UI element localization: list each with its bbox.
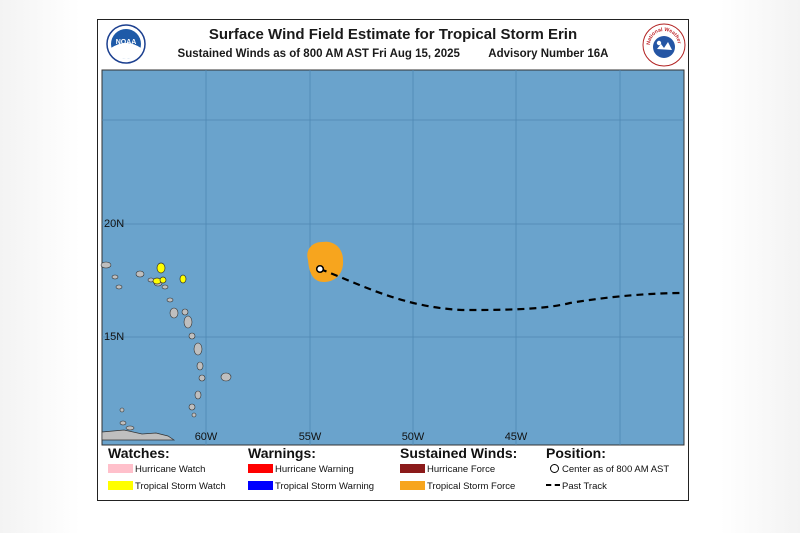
storm-center-marker: [315, 264, 325, 274]
hurricane-watch-swatch: [108, 464, 133, 473]
legend-tropical-storm-force: Tropical Storm Force: [400, 481, 515, 492]
island: [196, 361, 204, 371]
warnings-heading: Warnings:: [248, 445, 316, 461]
noaa-logo: NOAA: [106, 24, 146, 64]
tropical-storm-watch-area: [179, 274, 187, 284]
past-track-line: [319, 267, 685, 312]
tropical-storm-force-wind-field: [307, 241, 344, 282]
island: [188, 403, 196, 411]
longitude-label: 60W: [195, 431, 218, 443]
header: NOAA Surface Wind Field Estimate for Tro…: [98, 20, 688, 70]
nws-logo: National Weather Service: [642, 23, 686, 67]
tropical-storm-force-label: Tropical Storm Force: [427, 481, 516, 492]
greater-antilles-landmass: [101, 429, 176, 441]
legend-tropical-storm-watch: Tropical Storm Watch: [108, 481, 226, 492]
legend-hurricane-warning: Hurricane Warning: [248, 464, 354, 475]
island: [119, 420, 127, 426]
ocean: [101, 69, 685, 446]
longitude-label: 50W: [402, 431, 425, 443]
legend-past-track: Past Track: [546, 481, 607, 492]
island: [198, 374, 206, 382]
watches-heading: Watches:: [108, 445, 170, 461]
tropical-storm-watch-area: [159, 276, 167, 284]
island: [111, 274, 119, 280]
tropical-storm-watch-label: Tropical Storm Watch: [135, 481, 226, 492]
hurricane-force-label: Hurricane Force: [427, 464, 496, 475]
legend-hurricane-force: Hurricane Force: [400, 464, 495, 475]
hurricane-watch-label: Hurricane Watch: [135, 464, 206, 475]
hurricane-force-swatch: [400, 464, 425, 473]
legend-tropical-storm-warning: Tropical Storm Warning: [248, 481, 374, 492]
island: [188, 332, 196, 340]
tropical-storm-watch-area: [156, 262, 166, 274]
subtitle: Sustained Winds as of 800 AM AST Fri Aug…: [177, 48, 460, 60]
noaa-logo-text: NOAA: [116, 39, 137, 46]
island: [100, 261, 112, 269]
island: [191, 412, 197, 418]
page-title: Surface Wind Field Estimate for Tropical…: [208, 26, 578, 43]
tropical-storm-warning-swatch: [248, 481, 273, 490]
subtitle-line: Sustained Winds as of 800 AM AST Fri Aug…: [98, 48, 688, 60]
island: [166, 297, 174, 303]
island: [115, 284, 123, 290]
past-track-label: Past Track: [562, 481, 607, 492]
position-heading: Position:: [546, 445, 606, 461]
center-circle-icon: [550, 464, 559, 473]
island: [220, 372, 232, 382]
island: [169, 307, 179, 319]
map-card: NOAA Surface Wind Field Estimate for Tro…: [97, 19, 689, 501]
tropical-storm-force-swatch: [400, 481, 425, 490]
island: [183, 315, 193, 329]
hurricane-warning-swatch: [248, 464, 273, 473]
tropical-storm-watch-area: [152, 277, 162, 285]
center-position-label: Center as of 800 AM AST: [562, 464, 670, 475]
latitude-label: 15N: [104, 331, 124, 343]
sustained-winds-heading: Sustained Winds:: [400, 445, 518, 461]
dashed-line-icon: [546, 484, 560, 486]
tropical-storm-watch-swatch: [108, 481, 133, 490]
island: [135, 270, 145, 278]
legend-center-position: Center as of 800 AM AST: [550, 464, 669, 475]
island: [194, 390, 202, 400]
advisory-number: Advisory Number 16A: [488, 48, 609, 60]
island: [161, 284, 169, 290]
island: [119, 407, 125, 413]
island: [181, 308, 189, 316]
island: [125, 425, 135, 431]
longitude-label: 55W: [299, 431, 322, 443]
map: 20N 15N 60W 55W 50W 45W: [100, 69, 685, 446]
latitude-label: 20N: [104, 218, 124, 230]
legend: Watches: Hurricane Watch Tropical Storm …: [98, 445, 688, 502]
island: [193, 342, 203, 356]
legend-hurricane-watch: Hurricane Watch: [108, 464, 205, 475]
tropical-storm-warning-label: Tropical Storm Warning: [275, 481, 375, 492]
hurricane-warning-label: Hurricane Warning: [275, 464, 354, 475]
longitude-label: 45W: [505, 431, 528, 443]
